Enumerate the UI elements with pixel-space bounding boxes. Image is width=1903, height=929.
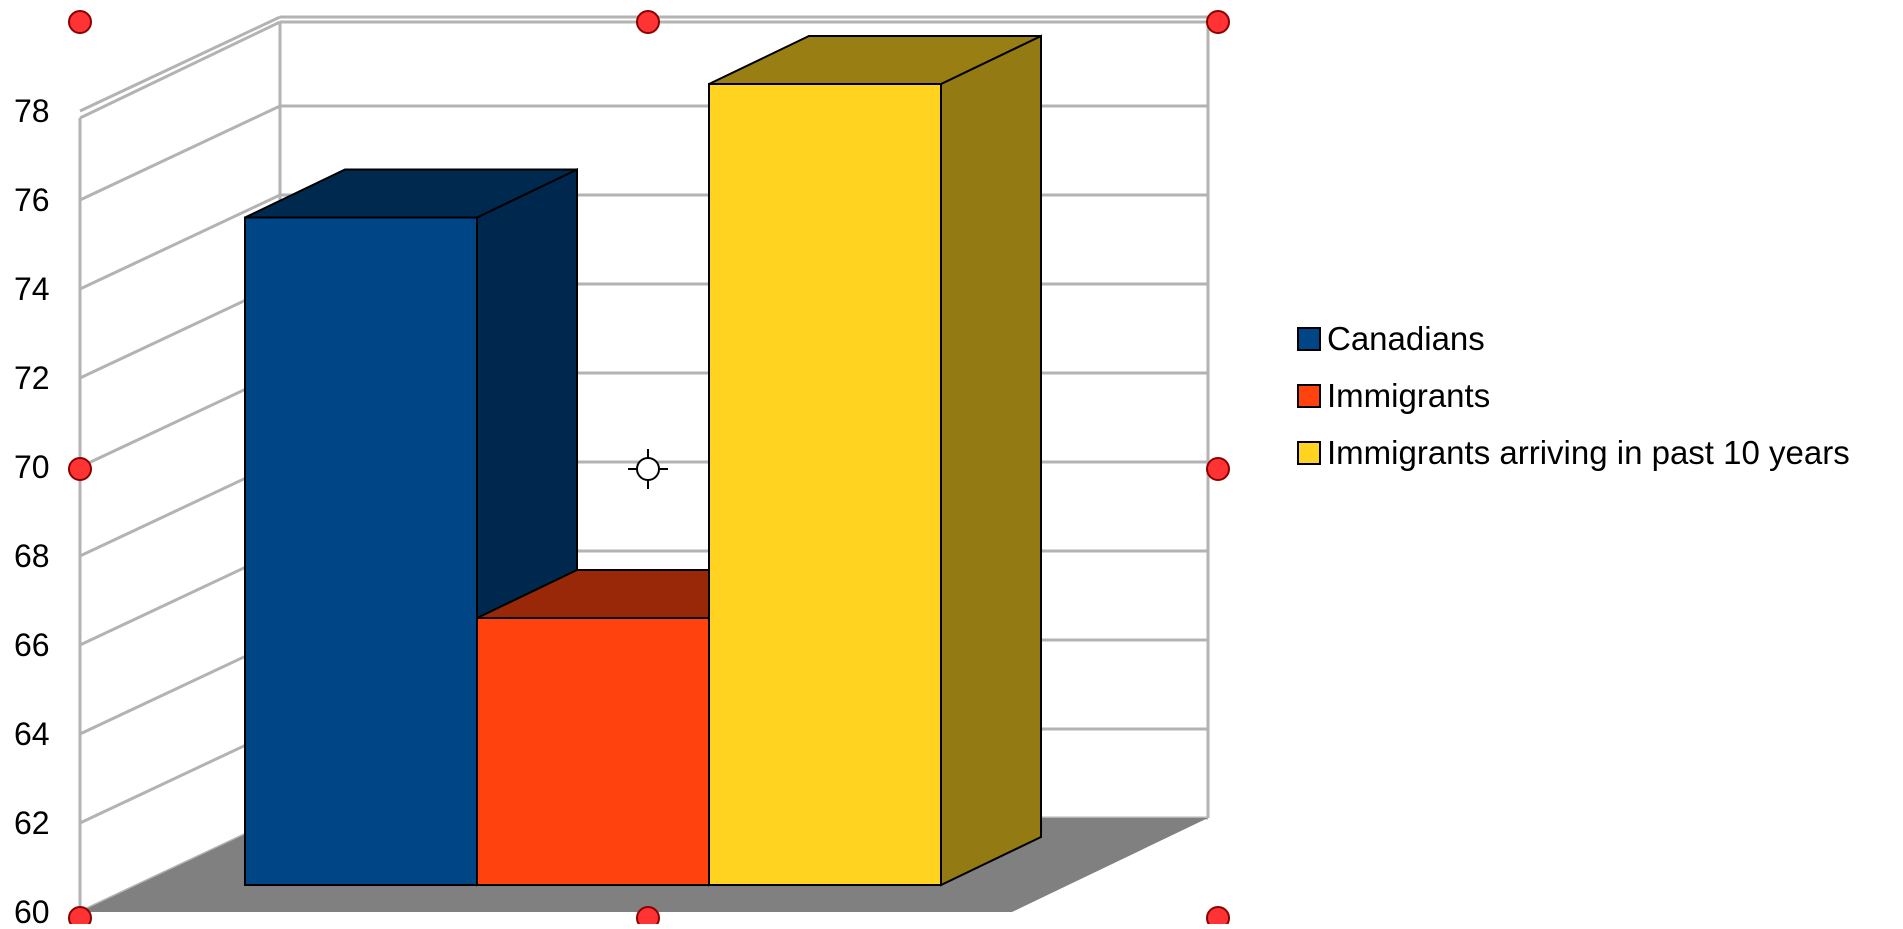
bar[interactable] <box>708 34 1042 887</box>
y-tick-label: 76 <box>14 182 50 218</box>
selection-handle[interactable] <box>68 906 92 929</box>
selection-handle[interactable] <box>68 457 92 481</box>
y-tick-label: 72 <box>14 360 50 396</box>
crosshair-ring <box>636 457 660 481</box>
y-tick-label: 68 <box>14 538 50 574</box>
side-gridline <box>79 104 281 202</box>
selection-handle[interactable] <box>68 10 92 34</box>
legend-label: Immigrants arriving in past 10 years <box>1327 433 1850 471</box>
y-axis-ticks: 60 62 64 66 68 70 72 74 76 78 <box>14 93 50 929</box>
y-tick-label: 78 <box>14 93 50 129</box>
rotation-center-icon[interactable] <box>628 449 668 489</box>
bar-front-face <box>244 216 478 886</box>
bar-side-face <box>940 34 1042 887</box>
selection-handle[interactable] <box>1206 457 1230 481</box>
y-tick-label: 66 <box>14 627 50 663</box>
selection-handle[interactable] <box>636 906 660 929</box>
selection-handle[interactable] <box>1206 906 1230 929</box>
legend-label: Immigrants <box>1327 376 1491 414</box>
selection-handle[interactable] <box>1206 10 1230 34</box>
side-gridline <box>79 193 281 291</box>
side-wall-top <box>79 20 281 120</box>
legend-swatch-canadians <box>1297 326 1321 351</box>
legend-swatch-immigrants <box>1297 383 1321 408</box>
y-tick-label: 62 <box>14 805 50 841</box>
chart-bars <box>244 34 1042 887</box>
y-tick-label: 74 <box>14 271 50 307</box>
y-tick-label: 70 <box>14 449 50 485</box>
y-tick-label: 64 <box>14 716 50 752</box>
legend-item: Immigrants arriving in past 10 years <box>1297 424 1850 481</box>
side-gridline <box>79 15 281 113</box>
legend-swatch-immigrants-recent <box>1297 440 1321 465</box>
y-tick-label: 60 <box>14 894 50 924</box>
selection-handle[interactable] <box>636 10 660 34</box>
bar-front-face <box>476 617 710 886</box>
legend: Canadians Immigrants Immigrants arriving… <box>1297 310 1850 481</box>
bar-front-face <box>708 83 942 886</box>
bar[interactable] <box>244 167 578 887</box>
legend-item: Immigrants <box>1297 367 1850 424</box>
legend-item: Canadians <box>1297 310 1850 367</box>
legend-label: Canadians <box>1327 319 1485 357</box>
selection-handles[interactable] <box>68 10 1230 929</box>
